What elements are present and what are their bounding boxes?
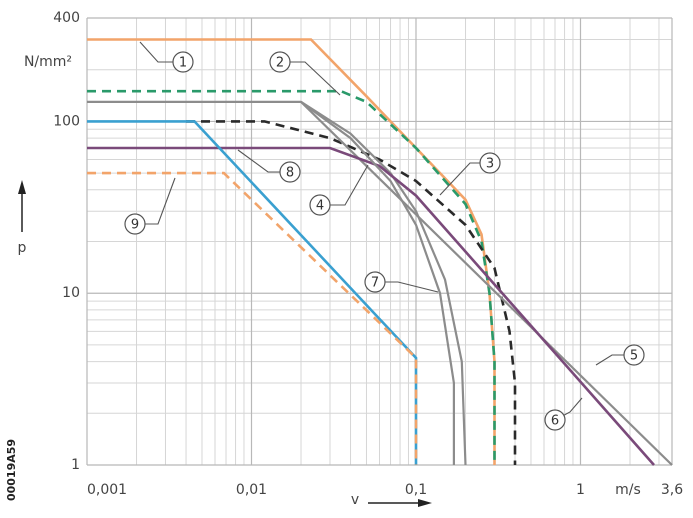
y-tick-label: 1 xyxy=(71,457,80,473)
y-tick-label: 400 xyxy=(53,10,80,26)
x-unit: m/s xyxy=(615,482,641,498)
label-circle xyxy=(269,51,291,73)
x-tick-label: 0,01 xyxy=(236,482,267,498)
y-tick-label: 10 xyxy=(62,285,80,301)
series-line xyxy=(87,146,655,466)
series-line xyxy=(300,101,673,466)
label-circle xyxy=(172,51,194,73)
y-unit: N/mm² xyxy=(24,54,72,70)
series-label: 1 xyxy=(179,56,187,71)
side-code: 00019A59 xyxy=(5,439,18,501)
series-label: 5 xyxy=(630,349,638,364)
x-axis-label: v xyxy=(351,492,359,508)
series-line xyxy=(87,89,496,465)
series-label: 6 xyxy=(551,414,559,429)
y-arrow-head xyxy=(18,180,26,194)
series-label: 2 xyxy=(276,56,284,71)
label-circle xyxy=(479,152,501,174)
label-circle xyxy=(623,344,645,366)
label-circle xyxy=(364,271,386,293)
series-line xyxy=(87,171,418,465)
label-circle xyxy=(309,194,331,216)
series-line xyxy=(186,120,517,465)
series-line xyxy=(300,101,455,465)
x-tick-label: 0,1 xyxy=(405,482,427,498)
label-circle xyxy=(279,161,301,183)
x-tick-label: 0,001 xyxy=(87,482,127,498)
series-label: 8 xyxy=(286,166,294,181)
series-label: 9 xyxy=(131,218,139,233)
x-arrow-head xyxy=(418,499,432,507)
x-tick-label: 1 xyxy=(576,482,585,498)
series-label: 3 xyxy=(486,157,494,172)
label-circle xyxy=(124,213,146,235)
x-tick-label: 3,6 xyxy=(661,482,683,498)
y-tick-label: 100 xyxy=(53,113,80,129)
series-label: 7 xyxy=(371,276,379,291)
label-circle xyxy=(544,409,566,431)
y-axis-label: p xyxy=(18,240,27,256)
series-label: 4 xyxy=(316,199,324,214)
